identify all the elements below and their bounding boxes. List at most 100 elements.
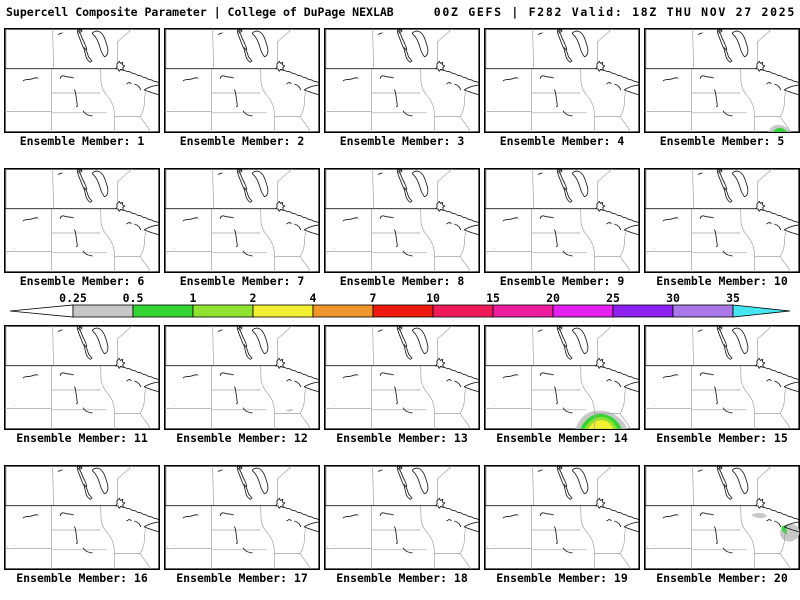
upper-midwest-map (164, 168, 320, 273)
colorbar-tick-label: 1 (190, 291, 197, 305)
ensemble-panel: Ensemble Member: 4 (484, 28, 640, 148)
lakes-and-rivers (645, 29, 800, 117)
ensemble-panel: Ensemble Member: 11 (4, 325, 160, 445)
ensemble-panel: Ensemble Member: 8 (324, 168, 480, 288)
lakes-and-rivers (325, 29, 480, 117)
ensemble-member-label: Ensemble Member: 1 (19, 134, 145, 148)
colorbar-tick-label: 0.5 (123, 291, 144, 305)
scp-shading (768, 124, 791, 132)
lakes-and-rivers (645, 169, 800, 257)
scp-blob-ring (285, 408, 294, 412)
ensemble-panel: Ensemble Member: 3 (324, 28, 480, 148)
scp-blob-ring (751, 512, 767, 519)
upper-midwest-map (164, 325, 320, 430)
colorbar-over-arrow (732, 304, 791, 318)
lakes-and-rivers (485, 466, 640, 554)
lakes-and-rivers (165, 326, 320, 414)
ensemble-panel: Ensemble Member: 2 (164, 28, 320, 148)
colorbar-tick-label: 25 (606, 291, 620, 305)
state-province-borders (325, 325, 471, 430)
ensemble-member-label: Ensemble Member: 11 (16, 431, 148, 445)
ensemble-member-label: Ensemble Member: 7 (179, 274, 305, 288)
upper-midwest-map (4, 325, 160, 430)
scp-colorbar: 0.25 0.5 1 2 4 7 10 15 20 25 30 35 (9, 291, 791, 318)
product-title: Supercell Composite Parameter | College … (6, 5, 394, 19)
colorbar-segment (552, 304, 614, 318)
ensemble-member-label: Ensemble Member: 5 (659, 134, 785, 148)
state-province-borders (485, 28, 631, 133)
ensemble-member-label: Ensemble Member: 10 (656, 274, 788, 288)
ensemble-member-label: Ensemble Member: 3 (339, 134, 465, 148)
colorbar-segment (312, 304, 374, 318)
state-province-borders (165, 465, 311, 570)
upper-midwest-map (644, 28, 800, 133)
ensemble-member-label: Ensemble Member: 19 (496, 571, 628, 585)
ensemble-member-label: Ensemble Member: 6 (19, 274, 145, 288)
upper-midwest-map (4, 465, 160, 570)
ensemble-member-label: Ensemble Member: 17 (176, 571, 308, 585)
upper-midwest-map (484, 28, 640, 133)
upper-midwest-map (484, 168, 640, 273)
ensemble-panel: Ensemble Member: 13 (324, 325, 480, 445)
colorbar-tick-label: 2 (250, 291, 257, 305)
state-province-borders (485, 325, 631, 430)
lakes-and-rivers (485, 169, 640, 257)
lakes-and-rivers (325, 326, 480, 414)
colorbar-tick-label: 15 (486, 291, 500, 305)
ensemble-panel: Ensemble Member: 14 (484, 325, 640, 445)
colorbar-tick-label: 7 (370, 291, 377, 305)
colorbar-tick-label: 4 (310, 291, 317, 305)
ensemble-panel: Ensemble Member: 20 (644, 465, 800, 585)
lakes-and-rivers (5, 29, 160, 117)
lakes-and-rivers (165, 169, 320, 257)
lakes-and-rivers (5, 466, 160, 554)
ensemble-panel: Ensemble Member: 9 (484, 168, 640, 288)
ensemble-panel: Ensemble Member: 1 (4, 28, 160, 148)
upper-midwest-map (164, 28, 320, 133)
ensemble-row-1: Ensemble Member: 1 (4, 28, 800, 148)
ensemble-panel: Ensemble Member: 17 (164, 465, 320, 585)
colorbar-segment (192, 304, 254, 318)
state-province-borders (165, 28, 311, 133)
ensemble-member-label: Ensemble Member: 20 (656, 571, 788, 585)
lakes-and-rivers (165, 466, 320, 554)
ensemble-member-label: Ensemble Member: 14 (496, 431, 628, 445)
colorbar-segment (432, 304, 494, 318)
upper-midwest-map (644, 325, 800, 430)
upper-midwest-map (324, 325, 480, 430)
scp-shading (285, 408, 294, 412)
lakes-and-rivers (325, 466, 480, 554)
upper-midwest-map (4, 168, 160, 273)
upper-midwest-map (324, 465, 480, 570)
ensemble-panel: Ensemble Member: 6 (4, 168, 160, 288)
lakes-and-rivers (325, 169, 480, 257)
upper-midwest-map (324, 168, 480, 273)
state-province-borders (5, 28, 151, 133)
run-valid-title: 00Z GEFS | F282 Valid: 18Z THU NOV 27 20… (433, 5, 796, 19)
ensemble-panel: Ensemble Member: 5 (644, 28, 800, 148)
upper-midwest-map (324, 28, 480, 133)
ensemble-member-label: Ensemble Member: 12 (176, 431, 308, 445)
colorbar-segment (252, 304, 314, 318)
state-province-borders (5, 325, 151, 430)
ensemble-panel: Ensemble Member: 12 (164, 325, 320, 445)
ensemble-member-label: Ensemble Member: 13 (336, 431, 468, 445)
lakes-and-rivers (165, 29, 320, 117)
upper-midwest-map (644, 168, 800, 273)
state-province-borders (325, 168, 471, 273)
ensemble-member-label: Ensemble Member: 18 (336, 571, 468, 585)
colorbar-tick-label: 35 (726, 291, 740, 305)
upper-midwest-map (4, 28, 160, 133)
colorbar-segment (612, 304, 674, 318)
state-province-borders (325, 28, 471, 133)
lakes-and-rivers (485, 326, 640, 414)
upper-midwest-map (164, 465, 320, 570)
colorbar-tick-label: 20 (546, 291, 560, 305)
ensemble-member-label: Ensemble Member: 2 (179, 134, 305, 148)
ensemble-row-3: Ensemble Member: 11 (4, 325, 800, 445)
colorbar-segment (72, 304, 134, 318)
state-province-borders (5, 168, 151, 273)
ensemble-panel: Ensemble Member: 15 (644, 325, 800, 445)
state-province-borders (645, 28, 791, 133)
